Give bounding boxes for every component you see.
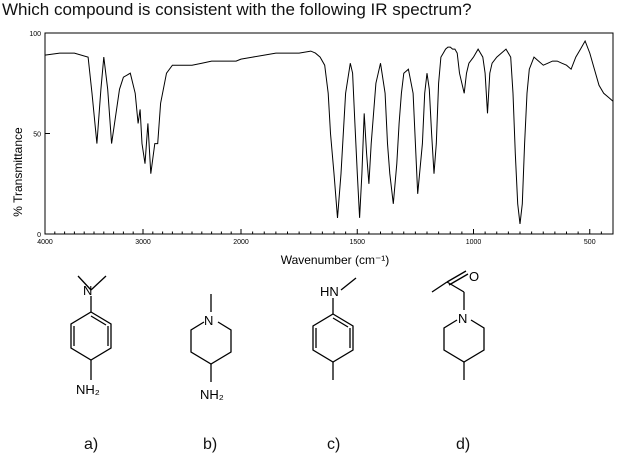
x-tick-label: 1500	[349, 239, 365, 246]
y-tick-label: 100	[29, 31, 41, 38]
structure-b-nh2: NH₂	[200, 387, 224, 402]
option-a-label[interactable]: a)	[84, 436, 99, 453]
structure-b-ring-n: N	[204, 313, 213, 328]
question-text: Which compound is consistent with the fo…	[2, 0, 472, 19]
x-tick-label: 1000	[466, 239, 482, 246]
structure-a: N NH₂	[70, 275, 112, 397]
structure-c-hn: HN	[320, 284, 339, 299]
ir-spectrum-chart: 0 50 100 4000 3000 2000 1500 1000 500 Wavenumbe…	[11, 31, 614, 267]
y-tick-label: 0	[37, 232, 41, 239]
y-tick-label: 50	[33, 132, 41, 139]
structure-a-nh2: NH₂	[76, 382, 100, 397]
option-b-label[interactable]: b)	[203, 436, 218, 453]
x-axis-title: Wavenumber (cm⁻¹)	[281, 253, 390, 267]
option-c-label[interactable]: c)	[327, 436, 341, 453]
plot-frame	[44, 32, 614, 235]
structure-d-carbonyl-o: O	[469, 269, 479, 284]
x-tick-label: 2000	[233, 239, 249, 246]
structure-a-amine-n: N	[83, 283, 92, 298]
spectrum-line	[44, 39, 614, 224]
x-tick-label: 4000	[37, 239, 53, 246]
option-d-label[interactable]: d)	[456, 436, 471, 453]
x-tick-label: 500	[584, 239, 596, 246]
structure-b: N NH₂	[190, 294, 232, 402]
y-axis-title: % Transmittance	[11, 127, 25, 217]
x-tick-label: 3000	[135, 239, 151, 246]
structure-d-ring-n: N	[458, 311, 467, 326]
structure-d: O N	[431, 269, 485, 380]
structure-c: HN	[312, 277, 357, 380]
